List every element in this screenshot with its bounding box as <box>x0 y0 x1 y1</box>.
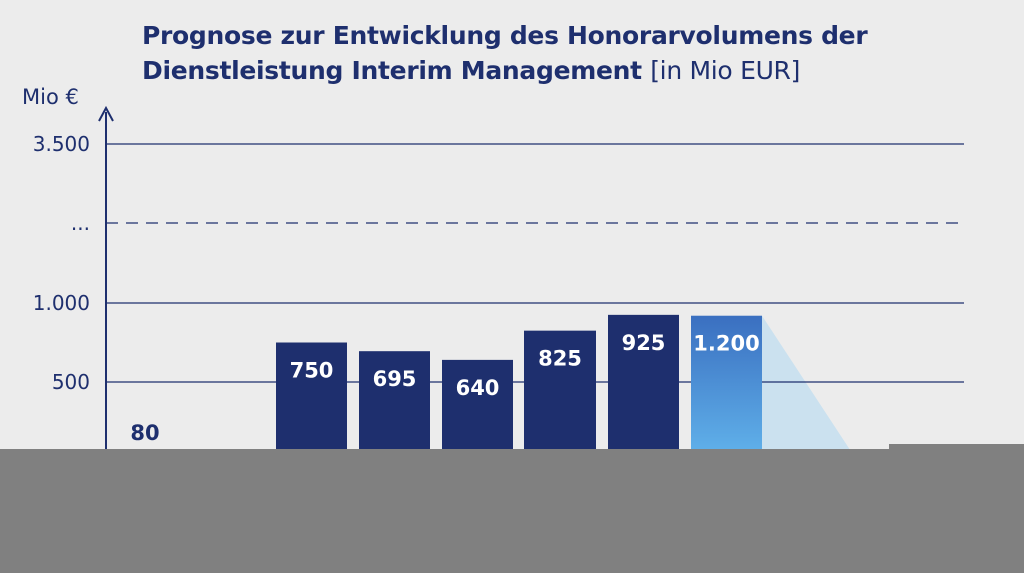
bar-value-label: 640 <box>456 376 500 400</box>
title-line-1: Prognose zur Entwicklung des Honorarvolu… <box>142 21 868 50</box>
y-tick-label: 1.000 <box>33 291 90 315</box>
bar-640 <box>442 359 513 461</box>
bar-value-label: 925 <box>622 331 666 355</box>
chart-title: Prognose zur Entwicklung des Honorarvolu… <box>142 18 868 88</box>
bar-value-label: 750 <box>290 359 334 383</box>
bar-value-label: 825 <box>538 347 582 371</box>
bar-825 <box>524 330 596 461</box>
y-tick-label: ... <box>71 211 90 235</box>
bar-value-label: 80 <box>130 421 159 445</box>
growth-wedge <box>762 315 858 462</box>
bar-value-label: 1.200 <box>693 332 759 356</box>
grey-overlay-notch <box>889 444 1024 450</box>
bar-925 <box>608 314 679 461</box>
bar-1.200 <box>691 315 762 461</box>
title-line-2: Dienstleistung Interim Management <box>142 56 642 85</box>
grey-overlay <box>0 449 1024 573</box>
bar-750 <box>276 342 347 461</box>
y-axis-label: Mio € <box>22 85 79 109</box>
title-unit: [in Mio EUR] <box>650 56 801 85</box>
y-axis-arrow <box>98 105 114 122</box>
bar-695 <box>359 351 430 461</box>
y-tick-label: 3.500 <box>33 132 90 156</box>
bar-value-label: 695 <box>373 367 417 391</box>
y-tick-label: 500 <box>52 370 90 394</box>
